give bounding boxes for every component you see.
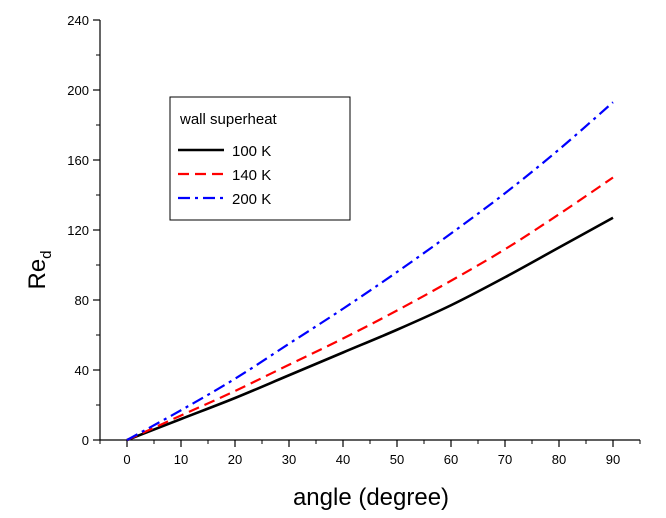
y-axis-title-main: Re	[24, 259, 51, 290]
y-tick-label: 80	[75, 293, 89, 308]
x-tick-label: 90	[606, 452, 620, 467]
axes-layer: 0 40 80 120 160 200 240 0 10 20 30 40 50 60 70 80 90	[67, 13, 641, 467]
legend-box	[169, 96, 351, 221]
legend-items: 100 K 140 K 200 K	[178, 143, 271, 208]
legend-title: wall superheat	[179, 111, 278, 128]
series-line-140-k	[126, 176, 614, 442]
y-tick-label: 0	[82, 433, 89, 448]
x-tick-label: 40	[336, 452, 350, 467]
series-layer	[126, 101, 614, 442]
x-tick-label: 10	[174, 452, 188, 467]
legend-label: 140 K	[232, 167, 271, 184]
x-tick-label: 50	[390, 452, 404, 467]
series-line-100-k	[126, 216, 614, 442]
legend-label: 100 K	[232, 143, 271, 160]
x-tick-label: 70	[498, 452, 512, 467]
y-axis-title-subscript: d	[38, 250, 55, 258]
y-tick-label: 40	[75, 363, 89, 378]
x-tick-label: 60	[444, 452, 458, 467]
y-axis-title: Red	[24, 250, 55, 289]
x-tick-label: 30	[282, 452, 296, 467]
x-tick-label: 20	[228, 452, 242, 467]
y-tick-label: 120	[67, 223, 89, 238]
svg-text:Red: Red	[24, 250, 55, 289]
legend-label: 200 K	[232, 191, 271, 208]
x-axis-title: angle (degree)	[293, 484, 449, 511]
y-tick-label: 160	[67, 153, 89, 168]
x-tick-label: 0	[123, 452, 130, 467]
series-line-200-k	[126, 101, 614, 441]
y-tick-label: 240	[67, 13, 89, 28]
legend: wall superheat 100 K 140 K 200 K	[169, 96, 351, 221]
x-tick-label: 80	[552, 452, 566, 467]
y-tick-label: 200	[67, 83, 89, 98]
